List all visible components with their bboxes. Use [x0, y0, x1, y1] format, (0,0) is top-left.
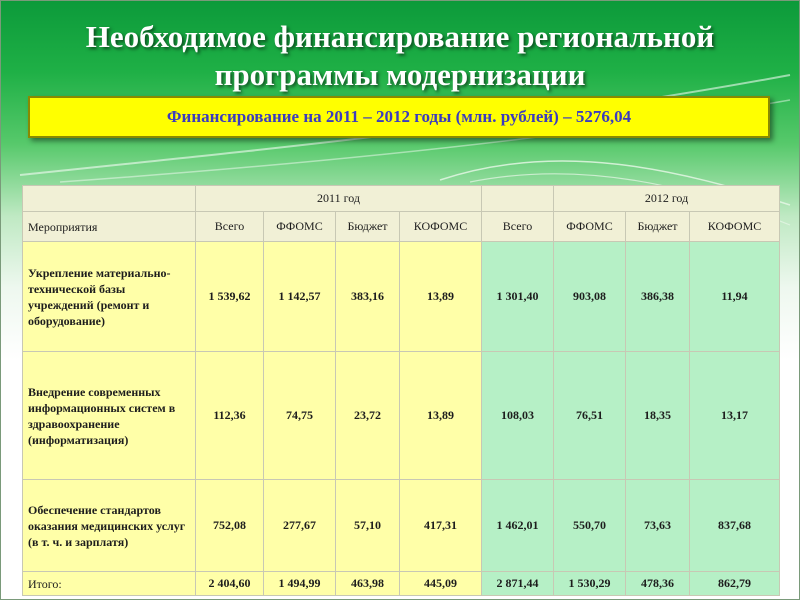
header-empty-cell — [481, 185, 554, 212]
funding-table: 2011 год 2012 год Мероприятия Всего ФФОМ… — [22, 185, 781, 596]
cell-value: 1 539,62 — [195, 241, 264, 352]
row-name-informatization: Внедрение современных информационных сис… — [22, 351, 196, 480]
col-header-measures: Мероприятия — [22, 211, 196, 242]
cell-value: 112,36 — [195, 351, 264, 480]
header-year-2011: 2011 год — [195, 185, 482, 212]
col-header-kofoms-2011: КОФОМС — [399, 211, 482, 242]
cell-value: 57,10 — [335, 479, 400, 572]
cell-value: 13,89 — [399, 351, 482, 480]
col-header-ffoms-2012: ФФОМС — [553, 211, 626, 242]
cell-value: 550,70 — [553, 479, 626, 572]
col-header-ffoms-2011: ФФОМС — [263, 211, 336, 242]
slide-title: Необходимое финансирование региональной … — [85, 19, 715, 92]
cell-total: 463,98 — [335, 571, 400, 596]
cell-value: 1 462,01 — [481, 479, 554, 572]
table-row: Обеспечение стандартов оказания медицинс… — [22, 479, 781, 572]
cell-value: 386,38 — [625, 241, 690, 352]
cell-value: 18,35 — [625, 351, 690, 480]
cell-value: 23,72 — [335, 351, 400, 480]
cell-total: 862,79 — [688, 571, 781, 596]
col-header-budget-2012: Бюджет — [625, 211, 690, 242]
cell-total: 445,09 — [399, 571, 482, 596]
cell-total: 2 871,44 — [481, 571, 554, 596]
cell-total: 2 404,60 — [195, 571, 264, 596]
cell-value: 383,16 — [335, 241, 400, 352]
cell-value: 13,17 — [688, 351, 781, 480]
cell-value: 76,51 — [553, 351, 626, 480]
cell-total: 1 494,99 — [263, 571, 336, 596]
table-row: Внедрение современных информационных сис… — [22, 351, 781, 480]
funding-banner: Финансирование на 2011 – 2012 годы (млн.… — [28, 96, 770, 138]
cell-value: 11,94 — [688, 241, 781, 352]
cell-value: 752,08 — [195, 479, 264, 572]
cell-value: 74,75 — [263, 351, 336, 480]
col-header-total-2011: Всего — [195, 211, 264, 242]
col-header-budget-2011: Бюджет — [335, 211, 400, 242]
cell-value: 277,67 — [263, 479, 336, 572]
cell-value: 903,08 — [553, 241, 626, 352]
cell-value: 837,68 — [688, 479, 781, 572]
cell-value: 13,89 — [399, 241, 482, 352]
header-year-2012: 2012 год — [552, 185, 781, 212]
cell-value: 108,03 — [481, 351, 554, 480]
cell-value: 417,31 — [399, 479, 482, 572]
row-name-material-base: Укрепление материально-технической базы … — [22, 241, 196, 352]
table-row: Укрепление материально-технической базы … — [22, 241, 781, 352]
cell-value: 73,63 — [625, 479, 690, 572]
cell-total: 478,36 — [625, 571, 690, 596]
header-empty-cell — [22, 185, 196, 212]
cell-value: 1 142,57 — [263, 241, 336, 352]
row-name-total: Итого: — [22, 571, 196, 596]
col-header-total-2012: Всего — [481, 211, 554, 242]
cell-value: 1 301,40 — [481, 241, 554, 352]
row-name-standards: Обеспечение стандартов оказания медицинс… — [22, 479, 196, 572]
cell-total: 1 530,29 — [553, 571, 626, 596]
col-header-kofoms-2012: КОФОМС — [688, 211, 781, 242]
total-row: Итого: 2 404,60 1 494,99 463,98 445,09 2… — [22, 571, 781, 596]
